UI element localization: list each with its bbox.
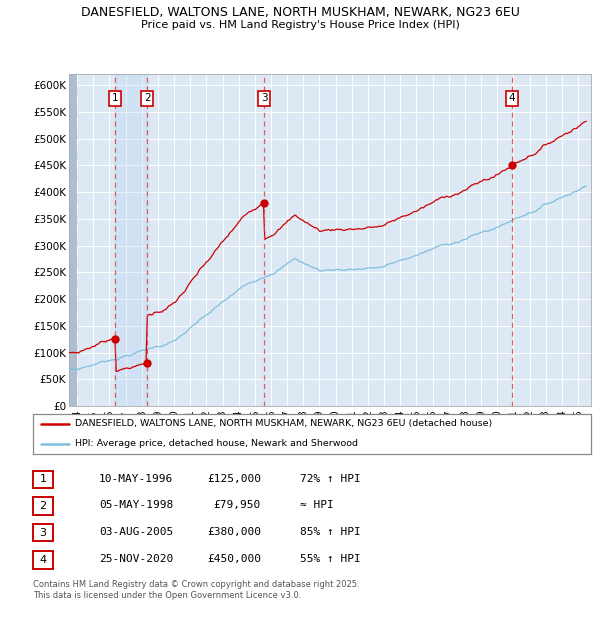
Text: ≈ HPI: ≈ HPI	[300, 500, 334, 510]
Text: DANESFIELD, WALTONS LANE, NORTH MUSKHAM, NEWARK, NG23 6EU: DANESFIELD, WALTONS LANE, NORTH MUSKHAM,…	[80, 6, 520, 19]
Text: 1: 1	[112, 94, 119, 104]
Text: £79,950: £79,950	[214, 500, 261, 510]
Text: HPI: Average price, detached house, Newark and Sherwood: HPI: Average price, detached house, Newa…	[75, 439, 358, 448]
Text: 4: 4	[508, 94, 515, 104]
Text: 03-AUG-2005: 03-AUG-2005	[99, 527, 173, 537]
Text: £380,000: £380,000	[207, 527, 261, 537]
Text: Contains HM Land Registry data © Crown copyright and database right 2025.
This d: Contains HM Land Registry data © Crown c…	[33, 580, 359, 601]
Bar	[115, 74, 147, 406]
Text: Price paid vs. HM Land Registry's House Price Index (HPI): Price paid vs. HM Land Registry's House …	[140, 20, 460, 30]
Text: 10-MAY-1996: 10-MAY-1996	[99, 474, 173, 484]
Text: 55% ↑ HPI: 55% ↑ HPI	[300, 554, 361, 564]
Text: 3: 3	[261, 94, 268, 104]
Text: 85% ↑ HPI: 85% ↑ HPI	[300, 527, 361, 537]
Bar	[69, 74, 77, 406]
Text: DANESFIELD, WALTONS LANE, NORTH MUSKHAM, NEWARK, NG23 6EU (detached house): DANESFIELD, WALTONS LANE, NORTH MUSKHAM,…	[75, 419, 492, 428]
Text: 05-MAY-1998: 05-MAY-1998	[99, 500, 173, 510]
Text: 3: 3	[40, 528, 46, 538]
Text: 2: 2	[144, 94, 151, 104]
Text: 1: 1	[40, 474, 46, 484]
Text: £450,000: £450,000	[207, 554, 261, 564]
Text: 2: 2	[40, 501, 46, 511]
Text: £125,000: £125,000	[207, 474, 261, 484]
Text: 25-NOV-2020: 25-NOV-2020	[99, 554, 173, 564]
Text: 4: 4	[40, 555, 46, 565]
Text: 72% ↑ HPI: 72% ↑ HPI	[300, 474, 361, 484]
